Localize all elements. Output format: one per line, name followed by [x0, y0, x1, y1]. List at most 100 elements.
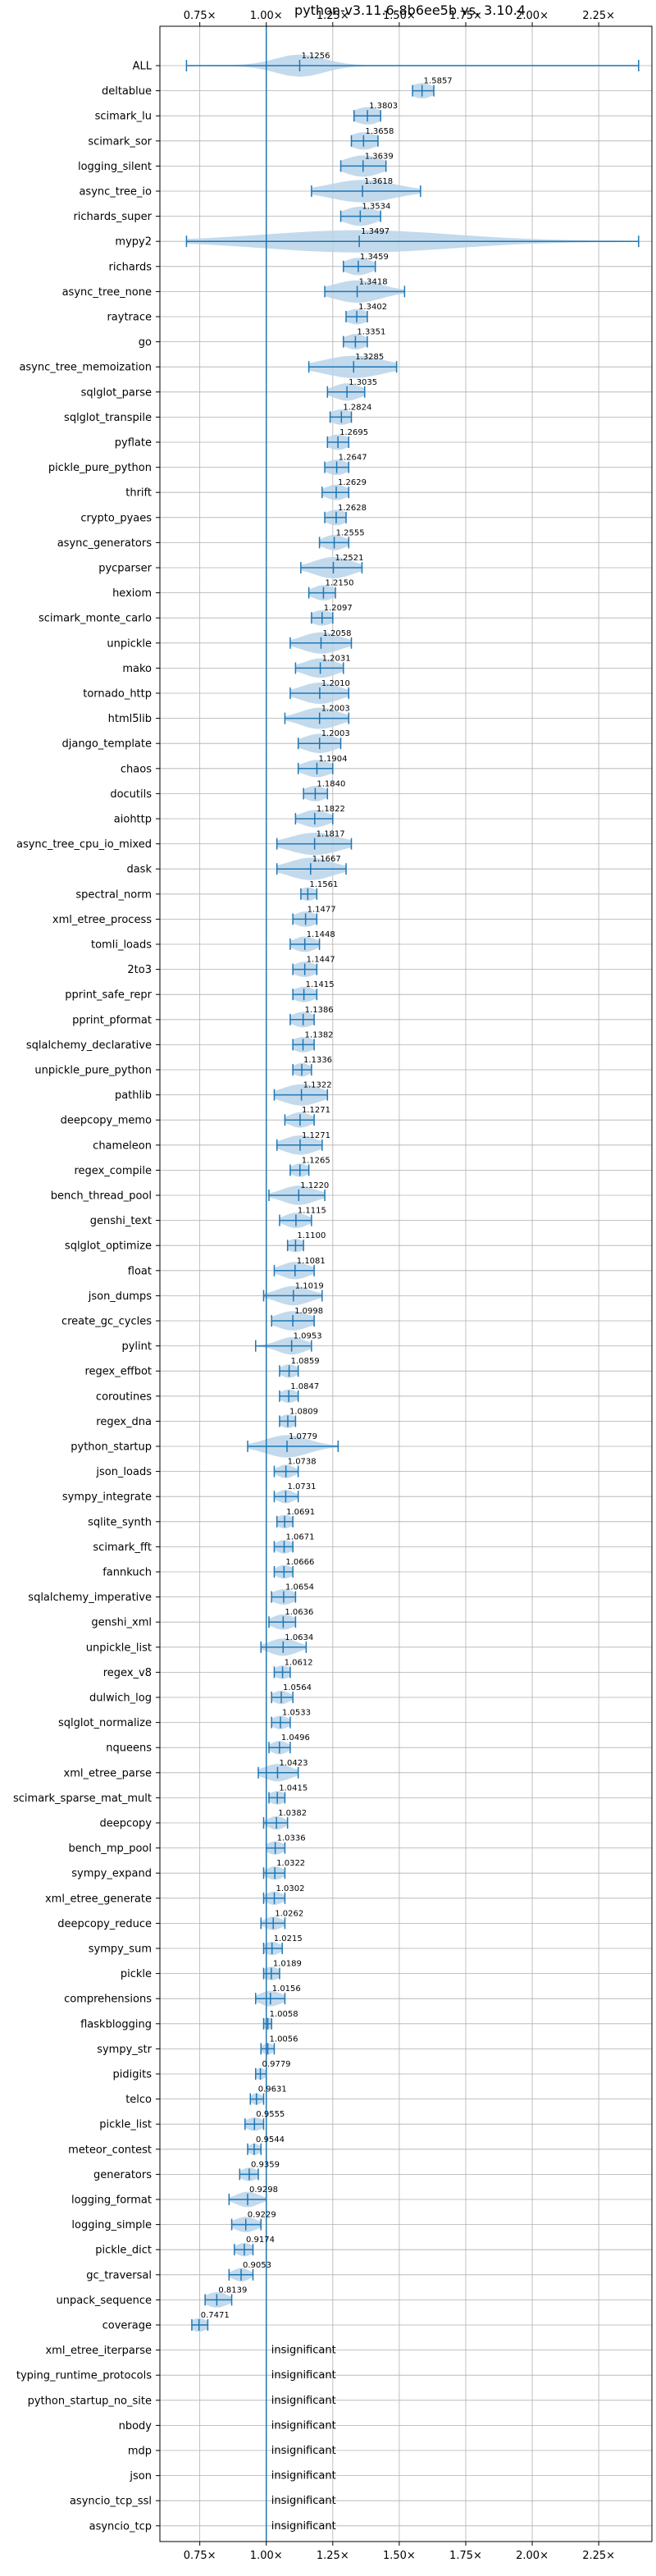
insignificant-label: insignificant: [271, 2445, 336, 2457]
category-label: pycparser: [98, 563, 152, 575]
category-label: html5lib: [108, 713, 152, 725]
category-label: gc_traversal: [86, 2269, 152, 2281]
x-tick-label-bottom: 1.00×: [250, 2550, 283, 2562]
value-label: 1.1561: [309, 880, 338, 889]
category-label: crypto_pyaes: [80, 512, 152, 524]
category-label: pickle_pure_python: [48, 462, 152, 474]
x-tick-label-top: 2.00×: [516, 10, 549, 22]
category-label: deepcopy_memo: [61, 1115, 152, 1127]
insignificant-label: insignificant: [271, 2369, 336, 2382]
value-label: 1.1386: [305, 1006, 334, 1015]
value-label: 1.3658: [365, 127, 394, 136]
value-label: 1.0564: [283, 1683, 312, 1692]
x-tick-label-bottom: 1.25×: [317, 2550, 349, 2562]
category-label: sqlglot_optimize: [65, 1240, 152, 1253]
axis-layer: 0.75× 0.75× 1.00× 1.00× 1.25× 1.25× 1.50× 1.50×…: [13, 10, 615, 2562]
value-label: 1.3402: [358, 303, 387, 312]
value-label: 1.0056: [270, 2035, 298, 2044]
category-label: scimark_fft: [93, 1541, 152, 1554]
value-label: 1.1256: [301, 52, 330, 61]
value-label: 1.1840: [317, 779, 345, 788]
value-label: 1.0654: [285, 1583, 314, 1592]
category-label: raytrace: [107, 312, 152, 324]
insignificant-label: insignificant: [271, 2395, 336, 2407]
value-label: 1.2695: [339, 428, 368, 437]
value-label: 1.2150: [325, 579, 353, 588]
insignificant-label: insignificant: [271, 2470, 336, 2482]
category-label: xml_etree_parse: [64, 1767, 152, 1779]
value-label: 1.1019: [295, 1281, 324, 1290]
category-label: deepcopy: [99, 1818, 152, 1830]
value-label: 0.9174: [246, 2236, 275, 2245]
category-label: mako: [122, 663, 152, 675]
value-label: 1.3285: [355, 353, 384, 362]
value-label: 1.0998: [294, 1307, 323, 1316]
category-label: async_tree_memoization: [19, 362, 152, 374]
value-label: 1.1904: [318, 755, 347, 764]
value-label: 1.2058: [322, 629, 351, 638]
category-label: richards_super: [73, 211, 152, 223]
category-label: ALL: [133, 61, 153, 73]
category-label: json: [129, 2470, 152, 2482]
insignificant-label: insignificant: [271, 2495, 336, 2507]
category-label: chameleon: [93, 1140, 152, 1152]
value-label: 1.1477: [308, 905, 336, 914]
category-label: float: [128, 1265, 152, 1277]
category-label: sqlglot_transpile: [64, 412, 152, 424]
value-label: 1.0634: [285, 1633, 313, 1642]
value-label: 1.2031: [322, 654, 351, 663]
value-label: 1.0671: [285, 1532, 314, 1541]
value-label: 1.3534: [362, 203, 390, 212]
x-tick-label-bottom: 2.25×: [582, 2550, 615, 2562]
category-label: genshi_text: [90, 1215, 152, 1227]
category-label: mypy2: [115, 236, 152, 249]
category-label: tomli_loads: [91, 939, 152, 952]
value-label: 1.0189: [273, 1960, 302, 1969]
value-label: 0.9779: [262, 2060, 291, 2069]
value-label: 1.0691: [286, 1508, 315, 1517]
value-label: 1.0779: [289, 1432, 317, 1441]
category-label: scimark_sparse_mat_mult: [13, 1793, 152, 1805]
category-label: pidigits: [113, 2069, 153, 2081]
category-label: asyncio_tcp_ssl: [70, 2496, 152, 2508]
value-label: 0.9555: [256, 2110, 285, 2119]
value-label: 1.0215: [274, 1934, 303, 1943]
category-label: sympy_integrate: [62, 1491, 152, 1504]
category-label: bench_thread_pool: [51, 1190, 152, 1203]
insignificant-label: insignificant: [271, 2419, 336, 2432]
value-label: 1.3618: [364, 177, 393, 186]
category-label: xml_etree_process: [52, 914, 152, 926]
value-label: 1.0738: [288, 1458, 317, 1467]
category-label: spectral_norm: [75, 888, 152, 901]
value-label: 1.1382: [305, 1030, 334, 1039]
category-label: async_tree_none: [62, 286, 152, 299]
category-label: telco: [125, 2094, 152, 2106]
value-label: 0.9053: [243, 2261, 271, 2270]
category-label: hexiom: [112, 587, 152, 600]
value-label: 1.3497: [361, 227, 390, 236]
value-label: 1.0496: [281, 1733, 310, 1742]
value-label: 0.9229: [248, 2211, 276, 2220]
value-label: 1.1822: [317, 805, 345, 814]
category-label: logging_silent: [78, 161, 152, 173]
value-label: 1.0612: [285, 1658, 313, 1667]
value-label: 1.0731: [287, 1482, 316, 1491]
category-label: sqlalchemy_declarative: [26, 1039, 152, 1052]
category-label: bench_mp_pool: [68, 1843, 152, 1855]
plot-frame: [159, 25, 653, 2542]
value-label: 1.3459: [360, 253, 389, 262]
category-label: regex_v8: [103, 1667, 152, 1679]
category-label: aiohttp: [114, 814, 152, 826]
category-label: async_generators: [57, 537, 153, 550]
category-label: unpickle: [107, 637, 152, 650]
value-label: 0.9298: [249, 2185, 278, 2195]
category-label: dask: [126, 864, 152, 876]
value-label: 1.0156: [272, 1985, 301, 1994]
label-layer: 1.1256 1.5857 1.3803 1.3658 1.3639 1.3618 1.35…: [201, 52, 453, 2533]
value-label: 1.0336: [277, 1834, 306, 1843]
x-tick-label-bottom: 1.50×: [383, 2550, 416, 2562]
category-label: pylint: [121, 1341, 152, 1353]
category-label: xml_etree_iterparse: [45, 2345, 152, 2357]
value-label: 1.2824: [343, 403, 371, 412]
x-tick-label-top: 1.25×: [317, 10, 349, 22]
